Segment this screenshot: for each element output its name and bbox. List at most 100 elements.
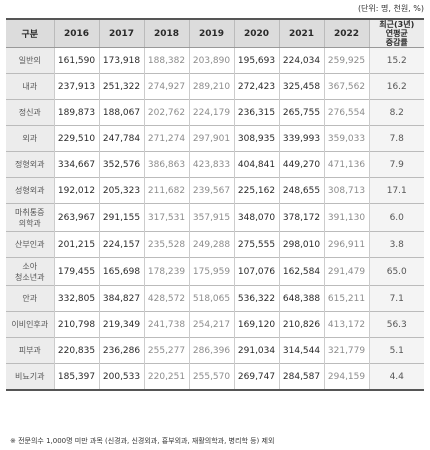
table-row: 산부인과 201,215 224,157 235,528 249,288 275,555 2… xyxy=(6,231,424,258)
value-cell: 162,584 xyxy=(278,257,324,286)
value-cell: 518,065 xyxy=(188,285,234,312)
value-cell: 423,833 xyxy=(188,151,234,178)
growth-rate-cell: 4.4 xyxy=(368,363,424,391)
value-cell: 357,915 xyxy=(188,203,234,232)
value-cell: 332,805 xyxy=(53,285,99,312)
value-cell: 449,270 xyxy=(278,151,324,178)
value-cell: 428,572 xyxy=(143,285,189,312)
row-category: 산부인과 xyxy=(6,231,54,258)
value-cell: 225,162 xyxy=(233,177,279,204)
row-category: 피부과 xyxy=(6,337,54,364)
value-cell: 269,747 xyxy=(233,363,279,391)
value-cell: 107,076 xyxy=(233,257,279,286)
value-cell: 224,157 xyxy=(98,231,144,258)
growth-rate-cell: 5.1 xyxy=(368,337,424,364)
growth-rate-cell: 15.2 xyxy=(368,47,424,74)
value-cell: 241,738 xyxy=(143,311,189,338)
value-cell: 314,544 xyxy=(278,337,324,364)
value-cell: 615,211 xyxy=(323,285,369,312)
value-cell: 236,286 xyxy=(98,337,144,364)
row-category: 비뇨기과 xyxy=(6,363,54,391)
table-row: 성형외과 192,012 205,323 211,682 239,567 225,162 2… xyxy=(6,177,424,204)
value-cell: 294,159 xyxy=(323,363,369,391)
value-cell: 220,251 xyxy=(143,363,189,391)
growth-rate-cell: 3.8 xyxy=(368,231,424,258)
value-cell: 255,570 xyxy=(188,363,234,391)
value-cell: 220,835 xyxy=(53,337,99,364)
value-cell: 648,388 xyxy=(278,285,324,312)
value-cell: 352,576 xyxy=(98,151,144,178)
value-cell: 286,396 xyxy=(188,337,234,364)
table-row: 마취통증 의학과 263,967 291,155 317,531 357,915 348,0… xyxy=(6,203,424,232)
header-year: 2022 xyxy=(323,18,369,48)
header-category: 구분 xyxy=(6,18,54,48)
value-cell: 248,655 xyxy=(278,177,324,204)
table-row: 안과 332,805 384,827 428,572 518,065 536,322 648… xyxy=(6,285,424,312)
value-cell: 189,873 xyxy=(53,99,99,126)
table-row: 이비인후과 210,798 219,349 241,738 254,217 169,120… xyxy=(6,311,424,338)
value-cell: 296,911 xyxy=(323,231,369,258)
income-table: 구분 2016 2017 2018 2019 2020 2021 2022 최근(3년) 연평균 증… xyxy=(6,18,424,391)
table-row: 소아 청소년과 179,455 165,698 178,239 175,959 107,07… xyxy=(6,257,424,286)
value-cell: 161,590 xyxy=(53,47,99,74)
value-cell: 173,918 xyxy=(98,47,144,74)
value-cell: 236,315 xyxy=(233,99,279,126)
value-cell: 179,455 xyxy=(53,257,99,286)
value-cell: 378,172 xyxy=(278,203,324,232)
value-cell: 239,567 xyxy=(188,177,234,204)
value-cell: 202,762 xyxy=(143,99,189,126)
value-cell: 291,479 xyxy=(323,257,369,286)
growth-rate-cell: 16.2 xyxy=(368,73,424,100)
value-cell: 178,239 xyxy=(143,257,189,286)
value-cell: 391,130 xyxy=(323,203,369,232)
header-growth-rate: 최근(3년) 연평균 증감률 xyxy=(368,18,424,48)
table-row: 일반의 161,590 173,918 188,382 203,890 195,693 22… xyxy=(6,47,424,74)
value-cell: 211,682 xyxy=(143,177,189,204)
value-cell: 192,012 xyxy=(53,177,99,204)
row-category: 소아 청소년과 xyxy=(6,257,54,286)
header-year: 2016 xyxy=(53,18,99,48)
value-cell: 247,784 xyxy=(98,125,144,152)
growth-rate-cell: 65.0 xyxy=(368,257,424,286)
value-cell: 237,913 xyxy=(53,73,99,100)
value-cell: 188,382 xyxy=(143,47,189,74)
value-cell: 254,217 xyxy=(188,311,234,338)
growth-rate-cell: 8.2 xyxy=(368,99,424,126)
value-cell: 203,890 xyxy=(188,47,234,74)
value-cell: 348,070 xyxy=(233,203,279,232)
growth-rate-cell: 7.1 xyxy=(368,285,424,312)
value-cell: 251,322 xyxy=(98,73,144,100)
table-row: 정신과 189,873 188,067 202,762 224,179 236,315 26… xyxy=(6,99,424,126)
value-cell: 404,841 xyxy=(233,151,279,178)
value-cell: 384,827 xyxy=(98,285,144,312)
value-cell: 263,967 xyxy=(53,203,99,232)
value-cell: 201,215 xyxy=(53,231,99,258)
header-row: 구분 2016 2017 2018 2019 2020 2021 2022 최근(3년) 연평균 증… xyxy=(6,18,424,48)
value-cell: 413,172 xyxy=(323,311,369,338)
table-body: 일반의 161,590 173,918 188,382 203,890 195,693 22… xyxy=(6,47,424,391)
unit-note: (단위: 명, 천원, %) xyxy=(357,4,424,13)
table-row: 피부과 220,835 236,286 255,277 286,396 291,034 31… xyxy=(6,337,424,364)
header-year: 2019 xyxy=(188,18,234,48)
value-cell: 205,323 xyxy=(98,177,144,204)
value-cell: 169,120 xyxy=(233,311,279,338)
value-cell: 195,693 xyxy=(233,47,279,74)
value-cell: 275,555 xyxy=(233,231,279,258)
value-cell: 386,863 xyxy=(143,151,189,178)
value-cell: 308,713 xyxy=(323,177,369,204)
value-cell: 185,397 xyxy=(53,363,99,391)
row-category: 성형외과 xyxy=(6,177,54,204)
value-cell: 339,993 xyxy=(278,125,324,152)
row-category: 내과 xyxy=(6,73,54,100)
value-cell: 334,667 xyxy=(53,151,99,178)
growth-rate-cell: 17.1 xyxy=(368,177,424,204)
value-cell: 297,901 xyxy=(188,125,234,152)
value-cell: 210,798 xyxy=(53,311,99,338)
row-category: 일반의 xyxy=(6,47,54,74)
header-year: 2018 xyxy=(143,18,189,48)
value-cell: 259,925 xyxy=(323,47,369,74)
value-cell: 284,587 xyxy=(278,363,324,391)
row-category: 외과 xyxy=(6,125,54,152)
value-cell: 308,935 xyxy=(233,125,279,152)
value-cell: 271,274 xyxy=(143,125,189,152)
